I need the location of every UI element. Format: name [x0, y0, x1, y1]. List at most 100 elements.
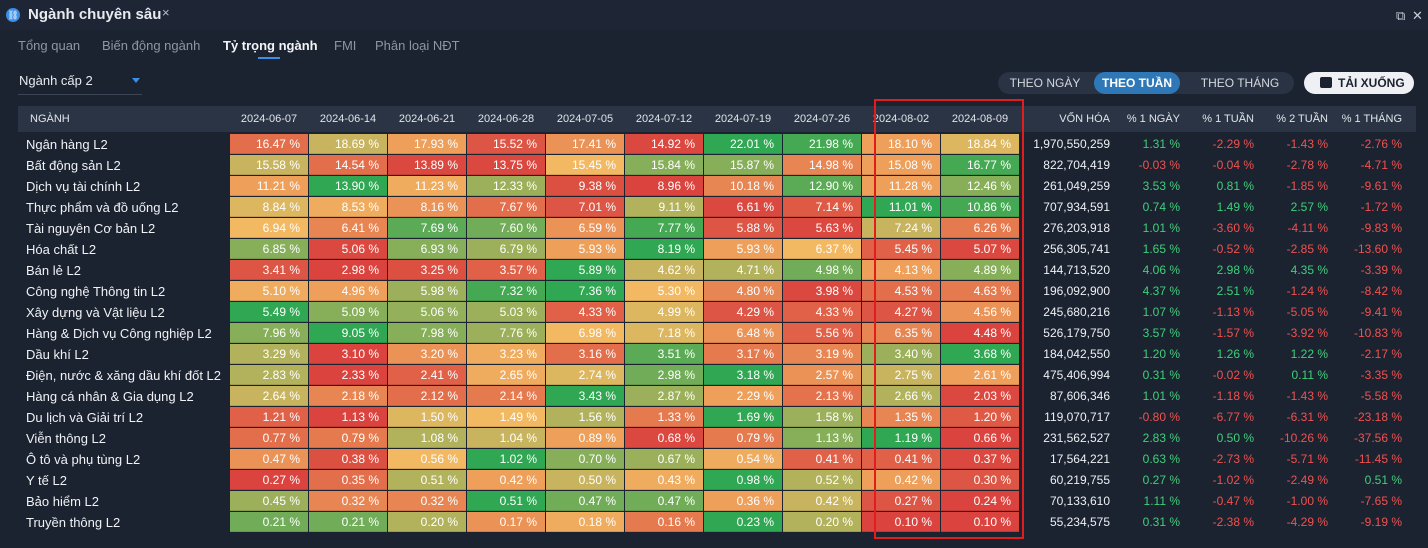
- period-month-button[interactable]: THEO THÁNG: [1200, 76, 1280, 90]
- weight-cell: 1.35 %: [862, 407, 940, 427]
- weight-cell: 0.45 %: [230, 491, 308, 511]
- table-row[interactable]: Điện, nước & xăng dầu khí đốt L2 2.83 % 2.…: [18, 365, 1416, 386]
- weight-cell: 1.69 %: [704, 407, 782, 427]
- table-row[interactable]: Viễn thông L2 0.77 % 0.79 % 1.08 % 1.04 % 0.8…: [18, 428, 1416, 449]
- change-value: -0.52 %: [1212, 242, 1254, 256]
- change-value: -5.58 %: [1360, 389, 1402, 403]
- tab-industry-change[interactable]: Biến động ngành: [102, 38, 201, 53]
- period-day-button[interactable]: THEO NGÀY: [1009, 76, 1081, 90]
- table-row[interactable]: Xây dựng và Vật liệu L2 5.49 % 5.09 % 5.06 …: [18, 302, 1416, 323]
- weight-cell: 6.48 %: [704, 323, 782, 343]
- weight-cell: 2.03 %: [941, 386, 1019, 406]
- table-row[interactable]: Bảo hiểm L2 0.45 % 0.32 % 0.32 % 0.51 % 0.47 …: [18, 491, 1416, 512]
- period-week-button[interactable]: THEO TUẦN: [1094, 72, 1180, 94]
- weight-cell: 0.70 %: [546, 449, 624, 469]
- weight-cell: 0.68 %: [625, 428, 703, 448]
- weight-cell: 0.66 %: [941, 428, 1019, 448]
- table-row[interactable]: Hàng cá nhân & Gia dụng L2 2.64 % 2.18 % 2.…: [18, 386, 1416, 407]
- table-row[interactable]: Dầu khí L2 3.29 % 3.10 % 3.20 % 3.23 % 3.16 %…: [18, 344, 1416, 365]
- table-row[interactable]: Công nghệ Thông tin L2 5.10 % 4.96 % 5.98 %…: [18, 281, 1416, 302]
- table-row[interactable]: Bán lẻ L2 3.41 % 2.98 % 3.25 % 3.57 % 5.89 % 4…: [18, 260, 1416, 281]
- industry-level-select[interactable]: Ngành cấp 2: [18, 72, 142, 95]
- weight-cell: 22.01 %: [704, 134, 782, 154]
- weight-cell: 7.24 %: [862, 218, 940, 238]
- change-value: -9.61 %: [1360, 179, 1402, 193]
- industry-name: Dầu khí L2: [26, 347, 89, 362]
- caret-down-icon: [132, 78, 140, 83]
- weight-cell: 4.29 %: [704, 302, 782, 322]
- tab-fmi[interactable]: FMI: [334, 38, 357, 53]
- change-value: -13.60 %: [1353, 242, 1402, 256]
- header-date: 2024-07-05: [556, 113, 614, 125]
- weight-cell: 4.96 %: [309, 281, 387, 301]
- change-value: -4.71 %: [1360, 158, 1402, 172]
- header-change-1m: % 1 THÁNG: [1341, 113, 1402, 125]
- industry-name: Viễn thông L2: [26, 431, 106, 446]
- change-value: 1.65 %: [1142, 242, 1180, 256]
- weight-cell: 2.66 %: [862, 386, 940, 406]
- change-value: 2.98 %: [1216, 263, 1254, 277]
- weight-cell: 15.52 %: [467, 134, 545, 154]
- weight-cell: 11.28 %: [862, 176, 940, 196]
- weight-cell: 0.89 %: [546, 428, 624, 448]
- weight-cell: 0.42 %: [862, 470, 940, 490]
- weight-cell: 0.17 %: [467, 512, 545, 532]
- weight-cell: 4.48 %: [941, 323, 1019, 343]
- popout-icon[interactable]: ⧉: [1396, 8, 1406, 23]
- industry-name: Tài nguyên Cơ bản L2: [26, 221, 156, 236]
- table-row[interactable]: Du lịch và Giải trí L2 1.21 % 1.13 % 1.50 %…: [18, 407, 1416, 428]
- weight-cell: 3.17 %: [704, 344, 782, 364]
- change-value: 1.49 %: [1216, 200, 1254, 214]
- weight-cell: 15.58 %: [230, 155, 308, 175]
- header-change-1w: % 1 TUẦN: [1202, 113, 1254, 125]
- table-row[interactable]: Y tế L2 0.27 % 0.35 % 0.51 % 0.42 % 0.50 % 0.4…: [18, 470, 1416, 491]
- weight-cell: 15.87 %: [704, 155, 782, 175]
- change-value: 4.37 %: [1142, 284, 1180, 298]
- table-row[interactable]: Ngân hàng L2 16.47 % 18.69 % 17.93 % 15.52 %…: [18, 134, 1416, 155]
- header-date: 2024-06-21: [398, 113, 456, 125]
- change-value: -9.41 %: [1360, 305, 1402, 319]
- weight-cell: 7.67 %: [467, 197, 545, 217]
- change-value: 0.74 %: [1142, 200, 1180, 214]
- industry-weight-table: NGÀNH 2024-06-07 2024-06-14 2024-06-21 2…: [18, 106, 1416, 534]
- weight-cell: 13.90 %: [309, 176, 387, 196]
- weight-cell: 2.98 %: [309, 260, 387, 280]
- table-row[interactable]: Tài nguyên Cơ bản L2 6.94 % 6.41 % 7.69 % 7.…: [18, 218, 1416, 239]
- tab-industry-weight[interactable]: Tỷ trọng ngành: [223, 38, 318, 53]
- weight-cell: 2.57 %: [783, 365, 861, 385]
- header-date: 2024-07-19: [714, 113, 772, 125]
- table-row[interactable]: Ô tô và phụ tùng L2 0.47 % 0.38 % 0.56 % 1.0…: [18, 449, 1416, 470]
- market-cap-value: 261,049,259: [1043, 179, 1110, 193]
- weight-cell: 4.27 %: [862, 302, 940, 322]
- table-row[interactable]: Bất động sản L2 15.58 % 14.54 % 13.89 % 13.7…: [18, 155, 1416, 176]
- table-row[interactable]: Truyền thông L2 0.21 % 0.21 % 0.20 % 0.17 % 0…: [18, 512, 1416, 533]
- weight-cell: 0.79 %: [704, 428, 782, 448]
- weight-cell: 4.63 %: [941, 281, 1019, 301]
- weight-cell: 3.98 %: [783, 281, 861, 301]
- weight-cell: 3.57 %: [467, 260, 545, 280]
- close-icon[interactable]: ✕: [1412, 8, 1423, 23]
- header-date: 2024-07-26: [793, 113, 851, 125]
- weight-cell: 0.32 %: [309, 491, 387, 511]
- download-button[interactable]: TẢI XUỐNG: [1304, 72, 1414, 94]
- close-tab-icon[interactable]: ×: [162, 5, 170, 20]
- period-toggle: THEO NGÀY THEO TUẦN THEO THÁNG: [998, 72, 1294, 94]
- tab-overview[interactable]: Tổng quan: [18, 38, 81, 53]
- table-row[interactable]: Thực phẩm và đồ uống L2 8.84 % 8.53 % 8.16 …: [18, 197, 1416, 218]
- table-row[interactable]: Hàng & Dịch vụ Công nghiệp L2 7.96 % 9.05 …: [18, 323, 1416, 344]
- weight-cell: 11.21 %: [230, 176, 308, 196]
- table-row[interactable]: Dịch vụ tài chính L2 11.21 % 13.90 % 11.23 …: [18, 176, 1416, 197]
- weight-cell: 13.75 %: [467, 155, 545, 175]
- weight-cell: 7.60 %: [467, 218, 545, 238]
- weight-cell: 2.75 %: [862, 365, 940, 385]
- weight-cell: 4.56 %: [941, 302, 1019, 322]
- header-market-cap: VỐN HÓA: [1059, 113, 1110, 125]
- weight-cell: 2.33 %: [309, 365, 387, 385]
- tab-investor-type[interactable]: Phân loại NĐT: [375, 38, 460, 53]
- weight-cell: 0.42 %: [467, 470, 545, 490]
- weight-cell: 10.86 %: [941, 197, 1019, 217]
- header-change-2w: % 2 TUẦN: [1276, 113, 1328, 125]
- table-row[interactable]: Hóa chất L2 6.85 % 5.06 % 6.93 % 6.79 % 5.93 …: [18, 239, 1416, 260]
- weight-cell: 6.26 %: [941, 218, 1019, 238]
- change-value: -10.83 %: [1353, 326, 1402, 340]
